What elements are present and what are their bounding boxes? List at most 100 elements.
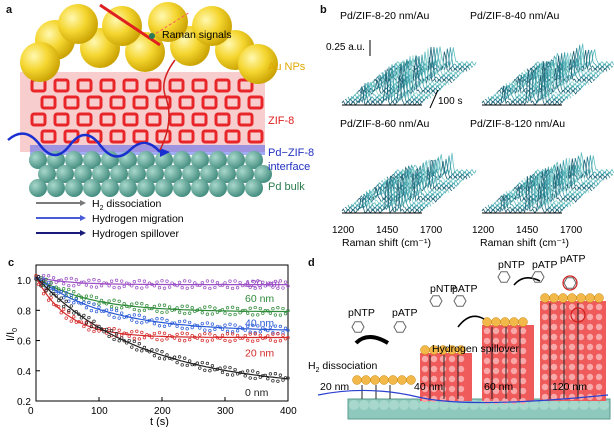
zif8-node [568, 393, 576, 401]
data-point [150, 318, 154, 322]
zif8-node [483, 367, 491, 375]
zif8-node [501, 347, 509, 355]
data-point [125, 331, 129, 336]
zif8-node [492, 397, 500, 405]
data-point [286, 328, 290, 333]
data-point [208, 328, 212, 333]
zif8-node [568, 303, 576, 311]
data-point [220, 327, 225, 331]
data-point [223, 311, 227, 315]
data-point [67, 283, 71, 288]
data-point [240, 370, 245, 374]
data-point [142, 336, 147, 340]
zif8-node [421, 385, 429, 393]
data-point [188, 337, 192, 342]
data-point [177, 355, 182, 359]
data-point [137, 278, 141, 283]
x-tick-label: 400 [280, 406, 297, 417]
data-point [135, 286, 139, 290]
data-point [155, 337, 159, 342]
data-point [157, 324, 162, 328]
data-point [228, 279, 232, 283]
data-point [246, 324, 250, 329]
data-point [51, 276, 56, 280]
pd-atom [218, 165, 236, 183]
zif8-node [510, 367, 518, 375]
data-point [152, 322, 157, 326]
zif8-node [448, 365, 456, 373]
data-point [36, 275, 41, 279]
data-point [268, 325, 273, 329]
data-point [59, 311, 63, 315]
pd-atom [119, 179, 137, 197]
zif8-node [519, 367, 527, 375]
zif8-node [519, 337, 527, 345]
data-point [258, 286, 262, 290]
au-atom [361, 375, 371, 385]
data-point [99, 298, 104, 303]
data-point [155, 317, 159, 321]
zif8-node [439, 355, 447, 363]
zif8-cage [53, 78, 70, 93]
data-point [243, 333, 247, 338]
pd-atom [155, 179, 173, 197]
zif8-node [586, 343, 594, 351]
zif8-node [430, 375, 438, 383]
data-point [74, 278, 78, 282]
au-nanoparticles [20, 2, 278, 84]
data-point [190, 285, 194, 289]
data-point [79, 316, 84, 320]
data-point [170, 334, 174, 339]
zif8-node [559, 383, 567, 391]
data-point [203, 285, 207, 290]
data-point [99, 284, 104, 288]
zif8-node [568, 343, 576, 351]
zif8-node [492, 337, 500, 345]
xlabel-right: Raman shift (cm⁻¹) [480, 237, 569, 249]
zif8-node [595, 353, 603, 361]
data-point [271, 307, 275, 311]
data-point [235, 286, 240, 290]
data-point [140, 330, 144, 335]
data-point [122, 302, 126, 306]
data-point [203, 305, 207, 309]
data-point [114, 278, 119, 282]
data-point [167, 305, 172, 309]
au-atom [518, 317, 528, 327]
panel-a: a Raman signals Au NPs ZIF-8 P [0, 0, 320, 250]
data-point [228, 322, 232, 326]
data-point [253, 305, 257, 310]
data-point [112, 327, 116, 331]
data-point [225, 372, 230, 377]
data-point [185, 332, 189, 336]
zif8-node [483, 337, 491, 345]
pd-atom [65, 151, 83, 169]
zif8-node [595, 363, 603, 371]
zif8-cage [247, 95, 264, 110]
zif8-node [448, 385, 456, 393]
data-point [208, 286, 212, 291]
pd-atom [83, 179, 101, 197]
data-point [120, 306, 124, 310]
zif8-cage [237, 112, 254, 127]
panel-d-schematic: H2 dissociation Hydrogen spillover 20 nm… [308, 253, 611, 420]
data-point [208, 369, 212, 373]
thickness-60nm: 60 nm [484, 381, 513, 393]
y-axis-label: I/I0 [5, 328, 19, 341]
data-point [210, 279, 215, 283]
zif8-node [586, 333, 594, 341]
data-point [152, 331, 157, 336]
data-point [261, 326, 265, 330]
data-point [281, 306, 285, 311]
zif8-node [595, 343, 603, 351]
data-point [155, 309, 159, 313]
data-point [49, 296, 53, 300]
data-point [112, 337, 116, 342]
data-point [157, 286, 162, 290]
data-point [97, 329, 101, 333]
data-point [253, 332, 257, 336]
data-point [57, 305, 61, 309]
zif8-node [559, 343, 567, 351]
data-point [248, 306, 252, 310]
data-point [266, 334, 270, 338]
